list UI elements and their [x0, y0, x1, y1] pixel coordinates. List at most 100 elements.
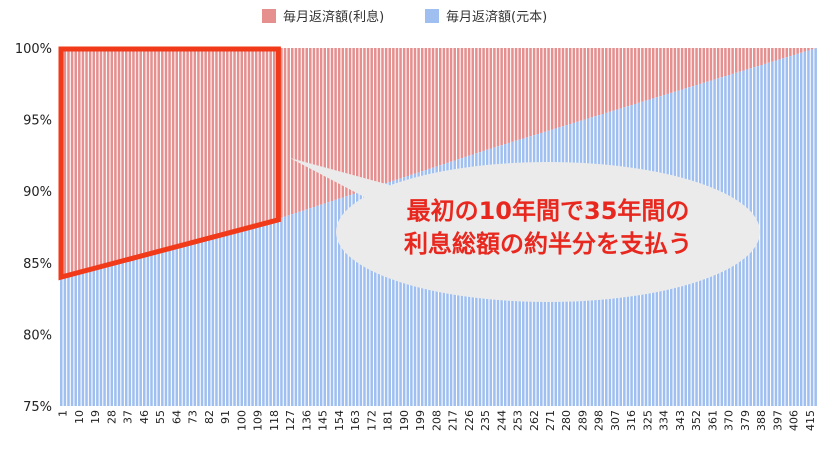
bar-month-47	[143, 48, 146, 406]
bar-interest	[111, 48, 114, 263]
bar-principal	[269, 221, 272, 406]
legend-item-principal[interactable]: 毎月返済額(元本)	[425, 9, 547, 25]
bar-interest	[85, 48, 88, 270]
bar-month-97	[233, 48, 236, 406]
bar-month-127	[287, 48, 290, 406]
bar-interest	[746, 48, 749, 69]
bar-interest	[695, 48, 698, 85]
x-tick-label: 199	[414, 410, 427, 431]
x-tick-label: 127	[284, 410, 297, 431]
bar-month-19	[92, 48, 95, 406]
x-tick-label: 235	[479, 410, 492, 431]
bar-principal	[248, 227, 251, 406]
bar-interest	[132, 48, 135, 258]
bar-interest	[728, 48, 731, 75]
bar-month-23	[100, 48, 103, 406]
bar-month-399	[778, 48, 781, 406]
x-tick-label: 316	[625, 410, 638, 431]
bar-principal	[222, 234, 225, 406]
x-tick-label: 289	[577, 410, 590, 431]
bar-month-17	[89, 48, 92, 406]
x-tick-label: 1	[57, 410, 70, 417]
y-tick-label: 85%	[23, 257, 52, 272]
bar-interest	[735, 48, 738, 73]
bar-interest	[684, 48, 687, 88]
bar-interest	[378, 48, 381, 186]
bar-interest	[515, 48, 518, 141]
bar-interest	[302, 48, 305, 211]
bar-interest	[147, 48, 150, 254]
bar-principal	[291, 214, 294, 406]
x-tick-label: 181	[382, 410, 395, 431]
x-tick-label: 118	[268, 410, 281, 431]
bar-principal	[771, 62, 774, 406]
bar-principal	[136, 257, 139, 406]
x-tick-label: 343	[674, 410, 687, 431]
bar-principal	[190, 242, 193, 406]
bar-interest	[165, 48, 168, 249]
bar-interest	[295, 48, 298, 213]
bar-principal	[320, 205, 323, 406]
bar-interest	[435, 48, 438, 166]
bar-interest	[287, 48, 290, 215]
bar-interest	[316, 48, 319, 206]
bar-interest	[749, 48, 752, 68]
bar-interest	[82, 48, 85, 271]
bar-interest	[215, 48, 218, 235]
bar-principal	[183, 244, 186, 406]
bar-interest	[453, 48, 456, 160]
bar-principal	[176, 246, 179, 406]
bar-interest	[497, 48, 500, 146]
bar-interest	[226, 48, 229, 233]
bar-interest	[587, 48, 590, 118]
bar-principal	[118, 261, 121, 406]
x-tick-label: 415	[804, 410, 817, 431]
bar-principal	[324, 203, 327, 406]
bar-interest	[555, 48, 558, 128]
bar-principal	[782, 58, 785, 406]
bar-principal	[287, 215, 290, 406]
legend-item-interest[interactable]: 毎月返済額(利息)	[262, 9, 384, 25]
bar-principal	[240, 229, 243, 406]
bar-principal	[814, 48, 817, 406]
x-tick-label: 154	[333, 410, 346, 431]
bar-principal	[212, 236, 215, 406]
bar-interest	[269, 48, 272, 221]
bar-principal	[251, 226, 254, 406]
bar-principal	[89, 269, 92, 406]
bar-month-95	[230, 48, 233, 406]
bar-interest	[598, 48, 601, 115]
bar-month-419	[814, 48, 817, 406]
x-tick-label: 298	[593, 410, 606, 431]
x-tick-label: 262	[528, 410, 541, 431]
bar-month-89	[219, 48, 222, 406]
bar-month-15	[85, 48, 88, 406]
bar-principal	[233, 231, 236, 406]
legend-label-interest: 毎月返済額(利息)	[283, 9, 384, 25]
bar-principal	[74, 273, 77, 406]
bar-interest	[623, 48, 626, 107]
bar-interest	[771, 48, 774, 62]
bar-interest	[352, 48, 355, 194]
bar-interest	[807, 48, 810, 51]
bar-month-37	[125, 48, 128, 406]
bar-interest	[518, 48, 521, 140]
bar-interest	[121, 48, 124, 261]
bar-interest	[782, 48, 785, 58]
bar-month-151	[331, 48, 334, 406]
bar-principal	[767, 63, 770, 406]
bar-month-143	[316, 48, 319, 406]
bar-month-83	[208, 48, 211, 406]
bar-month-93	[226, 48, 229, 406]
bar-interest	[71, 48, 74, 274]
bar-principal	[165, 249, 168, 406]
bar-principal	[139, 256, 142, 406]
bar-interest	[540, 48, 543, 133]
bar-interest	[493, 48, 496, 147]
bar-month-407	[793, 48, 796, 406]
bar-principal	[201, 239, 204, 406]
bar-principal	[82, 271, 85, 406]
bar-interest	[648, 48, 651, 100]
bar-month-413	[804, 48, 807, 406]
x-tick-label: 370	[723, 410, 736, 431]
